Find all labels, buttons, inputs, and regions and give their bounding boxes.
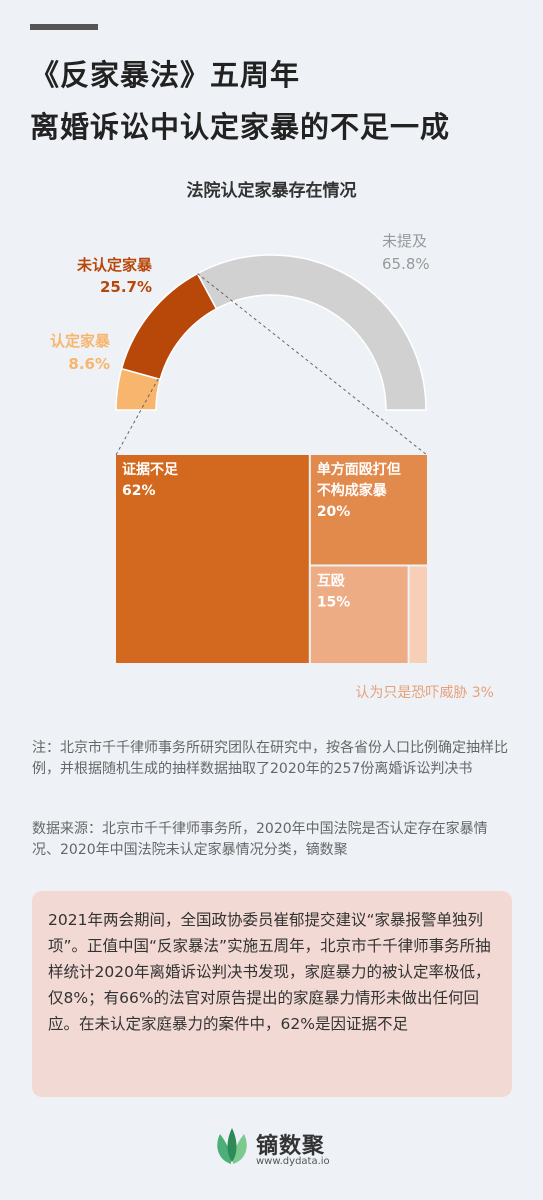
tile-value-one-sided: 20% — [317, 504, 351, 520]
tile-value-insufficient-evidence: 62% — [122, 483, 156, 499]
value-not-mentioned: 65.8% — [382, 255, 430, 273]
connector-right — [197, 273, 428, 456]
page-subtitle: 离婚诉讼中认定家暴的不足一成 — [30, 110, 451, 144]
label-not-mentioned: 未提及 — [382, 232, 427, 250]
tile-mutual-fighting — [310, 566, 408, 663]
summary-box: 2021年两会期间，全国政协委员崔郁提交建议“家暴报警单独列项”。正值中国“反家… — [32, 891, 512, 1097]
chart-labels: 未提及 65.8% 未认定家暴 25.7% 认定家暴 8.6% 证据不足 62% 单方面殴打但不… — [50, 232, 494, 701]
chart: 未提及 65.8% 未认定家暴 25.7% 认定家暴 8.6% 证据不足 62% 单方面殴打但不… — [50, 232, 494, 701]
value-recognized: 8.6% — [68, 355, 110, 373]
value-not-recognized: 25.7% — [100, 278, 152, 296]
tile-label-insufficient-evidence: 证据不足 — [122, 461, 179, 478]
tile-label-one-sided-line1: 单方面殴打但 — [317, 461, 401, 478]
callout-threat-only: 认为只是恐吓威胁 3% — [355, 685, 494, 701]
connector-left — [115, 378, 159, 456]
source-note: 数据来源：北京市千千律师事务所，2020年中国法院是否认定存在家暴情况、2020… — [32, 821, 488, 858]
brand-logo: 镝数聚 www.dydata.io — [214, 1124, 344, 1170]
connector-lines — [115, 273, 428, 456]
tile-label-mutual: 互殴 — [317, 573, 346, 589]
slice-not-mentioned — [196, 254, 427, 411]
header-accent-bar — [30, 24, 98, 30]
label-not-recognized: 未认定家暴 — [76, 256, 153, 274]
tile-threat-only — [409, 566, 427, 663]
method-note: 注：北京市千千律师事务所研究团队在研究中，按各省份人口比例确定抽样比例，并根据随… — [32, 740, 508, 777]
semi-donut-chart — [115, 254, 427, 411]
tile-one-sided-beating — [310, 455, 427, 565]
tile-value-mutual: 15% — [317, 594, 351, 610]
tile-insufficient-evidence — [116, 455, 309, 663]
logo-name: 镝数聚 — [256, 1134, 326, 1159]
tile-label-one-sided-line2: 不构成家暴 — [317, 482, 388, 499]
logo-url: www.dydata.io — [256, 1156, 330, 1167]
page-title: 《反家暴法》五周年 — [30, 58, 301, 92]
chart-title: 法院认定家暴存在情况 — [186, 181, 357, 201]
label-recognized: 认定家暴 — [50, 332, 111, 350]
treemap-chart — [116, 455, 427, 663]
leaf-icon — [217, 1128, 247, 1164]
